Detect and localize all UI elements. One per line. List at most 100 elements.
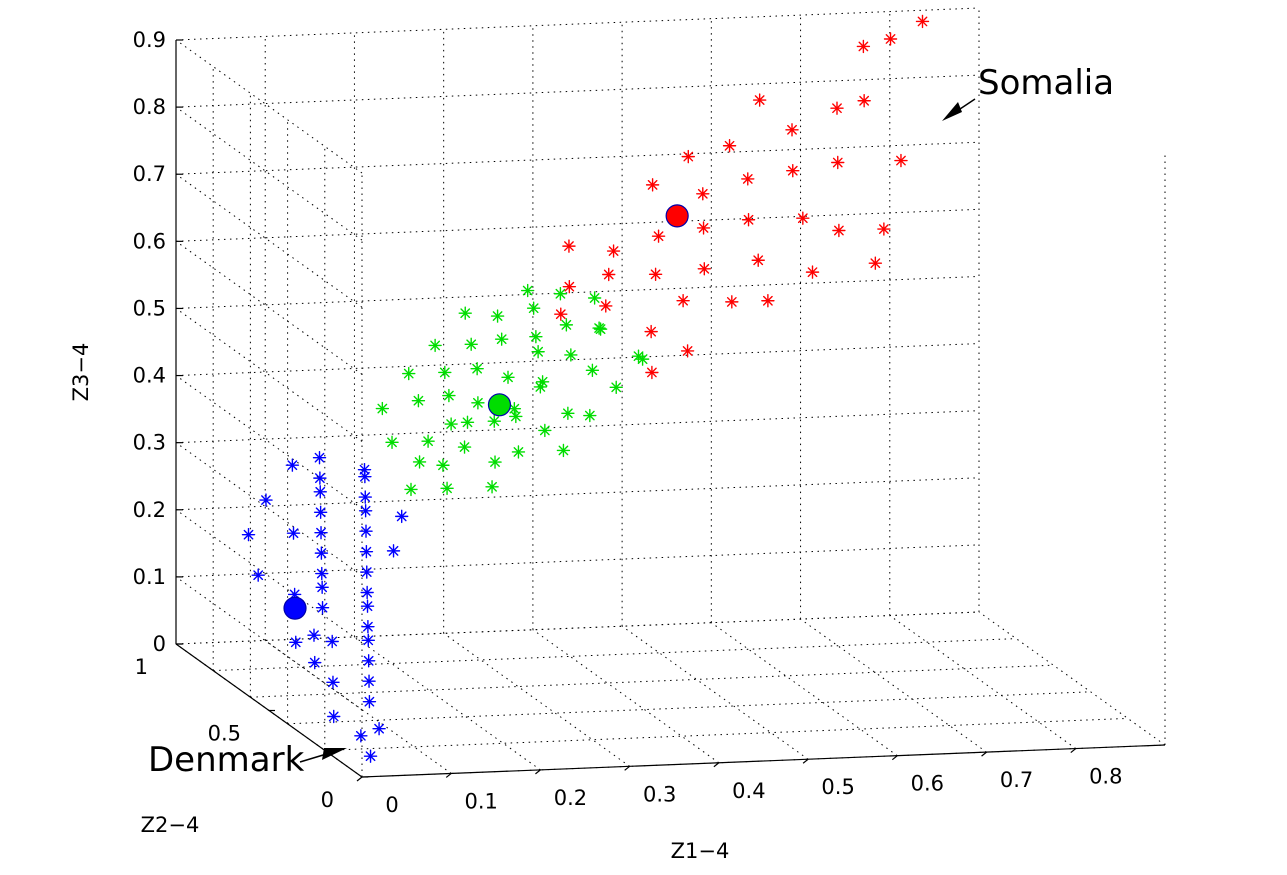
- z-axis-label: Z3−4: [69, 343, 93, 402]
- grid-line: [175, 544, 980, 578]
- y-tick-label: 0: [321, 788, 334, 812]
- y-tick-label: 0.5: [208, 722, 241, 746]
- y-axis-label: Z2−4: [141, 813, 200, 837]
- grid-line: [978, 611, 1166, 746]
- data-point-series-2: [725, 295, 739, 309]
- data-point-series-1: [531, 345, 545, 359]
- data-point-series-2: [681, 149, 695, 164]
- grid-line: [175, 240, 363, 375]
- x-tick-label: 0.8: [1089, 765, 1122, 789]
- data-point-series-2: [645, 178, 660, 192]
- data-point-series-1: [635, 352, 650, 366]
- data-point-series-1: [490, 309, 505, 323]
- data-point-series-2: [651, 229, 666, 243]
- data-point-series-0: [361, 654, 376, 668]
- grid-line: [354, 636, 541, 771]
- data-point-series-2: [856, 39, 871, 54]
- z-tick-label: 0.1: [133, 565, 166, 589]
- grid-line: [175, 509, 363, 644]
- data-point-series-0: [308, 655, 322, 670]
- data-point-series-1: [438, 365, 452, 380]
- x-tick-mark: [535, 769, 541, 775]
- z-tick-label: 0.9: [133, 28, 166, 52]
- grid-line: [175, 39, 363, 174]
- data-point-series-0: [286, 526, 301, 540]
- data-point-series-1: [559, 318, 574, 332]
- data-point-series-1: [411, 393, 426, 408]
- data-point-series-0: [289, 635, 303, 650]
- x-tick-label: 0: [385, 793, 398, 817]
- data-point-series-2: [830, 101, 844, 115]
- data-point-series-1: [529, 330, 543, 344]
- data-point-series-0: [362, 694, 377, 709]
- denmark-arrow-icon: [299, 748, 347, 763]
- data-point-series-2: [751, 253, 765, 267]
- annotation-somalia: Somalia: [978, 63, 1114, 103]
- x-tick-label: 0.2: [554, 786, 587, 810]
- z-tick-label: 0.7: [133, 162, 166, 186]
- data-point-series-2: [785, 123, 799, 137]
- grid-line: [443, 632, 630, 767]
- data-point-series-1: [593, 322, 608, 336]
- grid-line: [175, 141, 980, 175]
- data-point-series-0: [358, 504, 373, 518]
- data-point-series-1: [412, 455, 427, 469]
- data-point-series-1: [535, 375, 550, 389]
- data-point-series-2: [805, 265, 820, 279]
- data-point-series-1: [442, 388, 456, 403]
- z-tick-label: 0.3: [133, 431, 166, 455]
- x-tick-mark: [802, 758, 809, 764]
- data-point-series-2: [680, 344, 695, 358]
- data-point-series-0: [372, 722, 386, 736]
- data-point-series-2: [644, 324, 658, 339]
- data-point-series-1: [436, 458, 450, 472]
- data-point-series-1: [375, 401, 390, 416]
- data-point-series-0: [313, 471, 327, 485]
- data-point-series-2: [741, 172, 755, 186]
- data-point-series-1: [457, 440, 472, 454]
- data-point-series-0: [358, 490, 372, 504]
- data-point-series-0: [362, 674, 376, 688]
- data-point-series-0: [359, 544, 374, 559]
- grid-line: [175, 74, 980, 108]
- data-point-series-1: [501, 370, 515, 384]
- data-point-series-1: [460, 415, 475, 429]
- data-point-series-1: [487, 414, 501, 428]
- data-point-series-0: [313, 505, 328, 519]
- centroid-series-0: [283, 596, 307, 620]
- cluster-centroids: [283, 204, 689, 620]
- data-point-series-0: [386, 544, 401, 558]
- data-point-series-0: [360, 565, 374, 579]
- data-point-series-1: [564, 348, 578, 362]
- data-point-series-0: [360, 599, 375, 613]
- grid-line: [175, 576, 363, 711]
- x-tick-label: 0.3: [643, 782, 676, 806]
- grid-line: [175, 7, 980, 41]
- x-axis-label: Z1−4: [671, 839, 730, 863]
- data-point-series-0: [312, 451, 327, 465]
- data-point-series-1: [561, 406, 575, 420]
- data-point-series-1: [583, 408, 597, 423]
- data-point-series-0: [361, 633, 375, 648]
- data-point-series-0: [313, 485, 327, 499]
- z-tick-label: 0.8: [133, 95, 166, 119]
- data-point-series-1: [458, 306, 472, 320]
- grid-line: [532, 629, 720, 764]
- data-point-series-0: [361, 619, 375, 634]
- data-point-series-2: [761, 294, 775, 308]
- data-point-series-2: [562, 279, 577, 294]
- centroid-series-1: [487, 393, 512, 417]
- data-point-series-1: [488, 455, 502, 469]
- x-tick-mark: [713, 762, 720, 768]
- data-point-series-0: [241, 527, 256, 542]
- data-point-series-2: [915, 14, 930, 29]
- data-point-series-1: [533, 380, 548, 394]
- data-point-series-1: [428, 338, 442, 353]
- data-point-series-0: [285, 458, 300, 472]
- data-point-series-1: [520, 283, 535, 298]
- axis-lines: [175, 39, 1166, 782]
- grid-line: [175, 106, 363, 241]
- grid-line: [264, 640, 452, 774]
- data-point-series-0: [314, 546, 329, 560]
